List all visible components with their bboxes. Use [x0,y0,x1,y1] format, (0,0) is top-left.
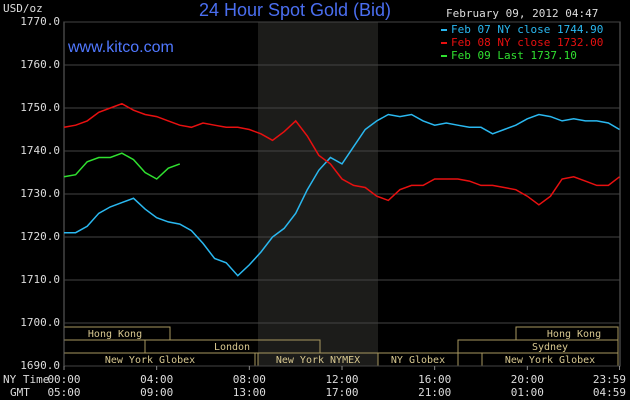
legend-label: Feb 08 NY close 1732.00 [451,36,603,49]
unit-label: USD/oz [3,2,43,15]
y-tick-label: 1710.0 [20,273,60,286]
x-tick-label: 09:00 [140,386,173,399]
x-tick-label: 12:00 [325,373,358,386]
site-label: www.kitco.com [67,39,174,56]
x-tick-label: 23:59 [593,373,626,386]
x-tick-label: 05:00 [47,386,80,399]
y-tick-label: 1720.0 [20,230,60,243]
chart-title: 24 Hour Spot Gold (Bid) [199,0,391,20]
x-tick-label: 04:59 [593,386,626,399]
market-label: New York NYMEX [276,355,360,366]
series-line [64,113,620,277]
market-label: Sydney [532,342,568,353]
y-tick-label: 1730.0 [20,187,60,200]
market-label: New York Globex [505,355,595,366]
market-label: NY Globex [391,355,445,366]
series-line [63,152,181,180]
y-tick-label: 1750.0 [20,101,60,114]
x2-axis-label: GMT [10,386,30,399]
legend-label: Feb 09 Last 1737.10 [451,49,577,62]
x-tick-label: 01:00 [511,386,544,399]
timestamp: February 09, 2012 04:47 [446,7,598,20]
y-tick-label: 1760.0 [20,58,60,71]
x-axis-label: NY Time [3,373,49,386]
x-tick-label: 21:00 [418,386,451,399]
market-label: Hong Kong [88,329,142,340]
x-tick-label: 17:00 [325,386,358,399]
series-line [63,102,620,206]
x-tick-label: 00:00 [47,373,80,386]
x-tick-label: 08:00 [233,373,266,386]
x-tick-label: 16:00 [418,373,451,386]
x-tick-label: 13:00 [233,386,266,399]
market-label: New York Globex [105,355,195,366]
x-tick-label: 04:00 [140,373,173,386]
y-tick-label: 1690.0 [20,359,60,372]
x-tick-label: 20:00 [511,373,544,386]
market-label: Hong Kong [547,329,601,340]
y-tick-label: 1700.0 [20,316,60,329]
y-tick-label: 1770.0 [20,15,60,28]
y-tick-label: 1740.0 [20,144,60,157]
market-label: London [214,342,250,353]
legend-label: Feb 07 NY close 1744.90 [451,23,603,36]
